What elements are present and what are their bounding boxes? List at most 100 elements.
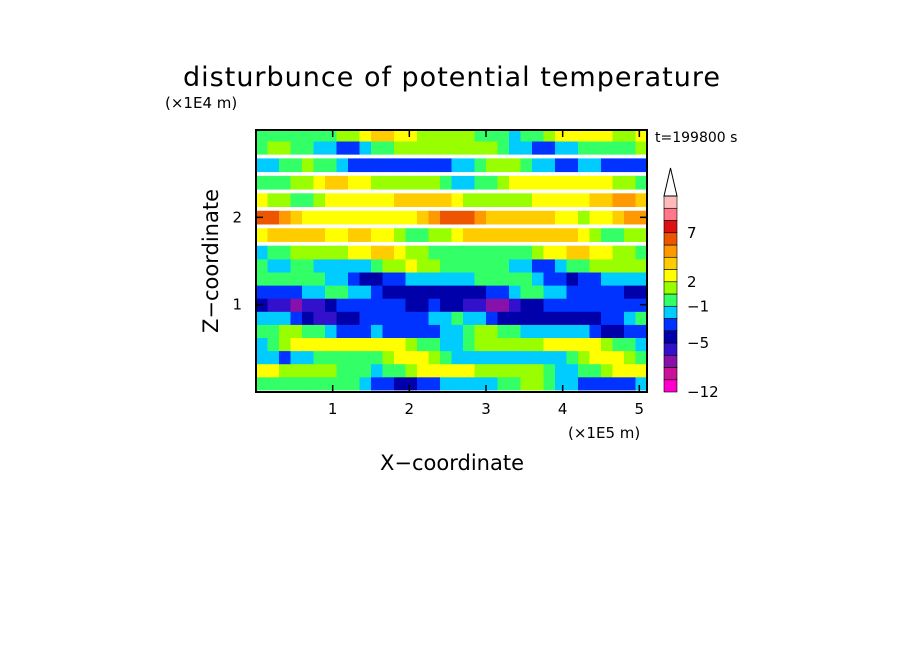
contour-cell [440, 350, 453, 365]
contour-cell [566, 258, 579, 273]
contour-cell [302, 376, 315, 391]
contour-cell [440, 324, 453, 339]
contour-cell [417, 140, 430, 155]
contour-cell [279, 285, 292, 299]
contour-cell [313, 193, 326, 208]
contour-cell [578, 363, 591, 378]
contour-cell [325, 193, 338, 208]
contour-cell [463, 324, 476, 339]
contour-cell [336, 175, 349, 190]
contour-cell [313, 311, 326, 325]
contour-cell [497, 298, 510, 312]
contour-cell [543, 324, 556, 339]
contour-cell [256, 311, 269, 325]
contour-cell [267, 350, 280, 365]
contour-cell [451, 363, 464, 378]
contour-cell [451, 324, 464, 339]
contour-cell [325, 258, 338, 273]
contour-cell [520, 271, 533, 286]
contour-cell [371, 228, 384, 242]
contour-cell [405, 130, 418, 142]
contour-cell [520, 363, 533, 378]
x-axis-title: X−coordinate [380, 451, 524, 475]
chart-title: disturbunce of potential temperature [183, 62, 721, 93]
contour-cell [520, 130, 533, 142]
contour-cell [394, 285, 407, 299]
contour-cell [394, 337, 407, 352]
contour-cell [348, 258, 361, 273]
contour-cell [635, 324, 647, 339]
contour-cell [635, 140, 647, 155]
contour-cell [532, 363, 545, 378]
contour-cell [302, 271, 315, 286]
contour-cell [486, 210, 499, 225]
contour-cell [336, 245, 349, 260]
contour-cell [520, 228, 533, 242]
contour-cell [463, 271, 476, 286]
contour-cell [348, 298, 361, 312]
contour-cell [497, 175, 510, 190]
contour-cell [428, 350, 441, 365]
contour-cell [601, 363, 614, 378]
contour-cell [348, 363, 361, 378]
contour-cell [555, 298, 568, 312]
contour-cell [256, 245, 269, 260]
contour-cell [578, 158, 591, 173]
contour-cell [359, 228, 372, 242]
contour-cell [256, 337, 269, 352]
contour-cell [474, 324, 487, 339]
contour-cell [440, 363, 453, 378]
contour-cell [336, 158, 349, 173]
contour-cell [612, 158, 625, 173]
contour-cell [405, 298, 418, 312]
contour-cell [325, 324, 338, 339]
contour-cell [440, 311, 453, 325]
contour-cell [382, 350, 395, 365]
contour-cell [336, 130, 349, 142]
contour-cell [279, 271, 292, 286]
contour-cell [325, 376, 338, 391]
contour-cell [348, 158, 361, 173]
contour-cell [497, 337, 510, 352]
contour-cell [371, 130, 384, 142]
contour-cell [451, 337, 464, 352]
contour-cell [497, 245, 510, 260]
contour-cell [520, 324, 533, 339]
contour-cell [555, 285, 568, 299]
colorbar-swatch [663, 244, 678, 258]
contour-cell [371, 158, 384, 173]
contour-cell [405, 245, 418, 260]
contour-cell [428, 245, 441, 260]
contour-cell [520, 210, 533, 225]
contour-cell [532, 258, 545, 273]
contour-cell [589, 271, 602, 286]
contour-cell [382, 245, 395, 260]
contour-cell [359, 271, 372, 286]
contour-cell [290, 130, 303, 142]
contour-cell [428, 298, 441, 312]
contour-cell [509, 158, 522, 173]
contour-cell [256, 258, 269, 273]
contour-cell [417, 337, 430, 352]
contour-cell [566, 376, 579, 391]
contour-cell [348, 193, 361, 208]
colorbar-swatch [663, 305, 678, 319]
contour-cell [279, 258, 292, 273]
contour-cell [612, 311, 625, 325]
contour-cell [474, 258, 487, 273]
colorbar-swatch [663, 379, 678, 393]
contour-cell [486, 175, 499, 190]
contour-cell [382, 337, 395, 352]
contour-cell [612, 285, 625, 299]
contour-cell [589, 363, 602, 378]
contour-cell [543, 363, 556, 378]
x-tick-label: 5 [635, 400, 645, 418]
contour-cell [555, 175, 568, 190]
contour-cell [509, 193, 522, 208]
contour-fill [256, 130, 647, 391]
contour-cell [543, 350, 556, 365]
contour-cell [601, 337, 614, 352]
contour-cell [440, 130, 453, 142]
contour-cell [405, 337, 418, 352]
contour-cell [451, 271, 464, 286]
